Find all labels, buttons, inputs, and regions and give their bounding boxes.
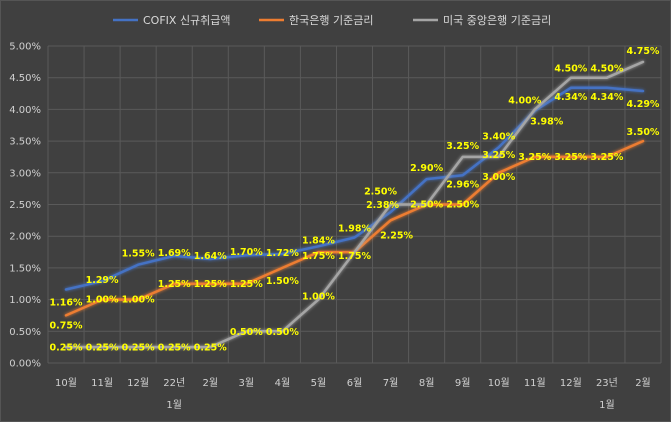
- data-label: 1.50%: [266, 276, 299, 287]
- x-tick-label: 10월: [488, 377, 510, 389]
- data-label: 4.50%: [554, 64, 587, 75]
- y-tick-label: 3.50%: [9, 137, 41, 148]
- y-tick-label: 1.00%: [9, 295, 41, 306]
- x-tick-label: 23년: [596, 377, 618, 389]
- data-label: 1.16%: [50, 297, 83, 308]
- data-label: 0.25%: [86, 343, 119, 354]
- data-label: 3.98%: [530, 117, 563, 128]
- y-tick-label: 4.00%: [9, 105, 41, 116]
- data-label: 1.70%: [230, 247, 263, 258]
- x-tick-label: 4월: [275, 377, 291, 389]
- x-tick-label: 5월: [311, 377, 327, 389]
- data-label: 3.40%: [482, 131, 515, 142]
- data-label: 1.55%: [122, 249, 155, 260]
- data-label: 1.98%: [338, 223, 371, 234]
- data-label: 1.64%: [194, 251, 227, 262]
- data-label: 2.90%: [410, 163, 443, 174]
- data-label: 4.50%: [590, 64, 623, 75]
- y-tick-label: 2.50%: [9, 200, 41, 211]
- x-tick-sublabel: 1월: [166, 399, 182, 411]
- y-tick-label: 0.00%: [9, 359, 41, 370]
- data-label: 4.34%: [590, 92, 623, 103]
- data-label: 1.29%: [86, 275, 119, 286]
- data-label: 3.25%: [554, 152, 587, 163]
- data-label: 3.25%: [482, 150, 515, 161]
- data-label: 3.50%: [626, 127, 659, 138]
- data-label: 4.00%: [508, 95, 541, 106]
- data-label: 2.50%: [364, 187, 397, 198]
- data-label: 1.69%: [158, 248, 191, 259]
- y-tick-label: 3.00%: [9, 168, 41, 179]
- data-labels: 1.16%1.29% 1.55% 1.69% 1.64% 1.70% 1.72%1.84%…: [50, 46, 660, 354]
- legend-label: COFIX 신규취급액: [143, 14, 231, 27]
- data-label: 0.25%: [158, 343, 191, 354]
- data-label: 1.00%: [122, 295, 155, 306]
- legend-label: 미국 중앙은행 기준금리: [443, 14, 551, 27]
- data-label: 3.25%: [590, 152, 623, 163]
- series-line-0: [64, 86, 645, 291]
- data-label: 2.38%: [366, 200, 399, 211]
- data-label: 1.75%: [338, 251, 371, 262]
- data-label: 1.75%: [302, 251, 335, 262]
- data-label: 2.50%: [410, 200, 443, 211]
- x-tick-label: 3월: [239, 377, 255, 389]
- y-tick-label: 2.00%: [9, 232, 41, 243]
- y-tick-label: 0.50%: [9, 327, 41, 338]
- x-tick-sublabel: 1월: [599, 399, 615, 411]
- x-tick-label: 9월: [455, 377, 471, 389]
- x-tick-label: 12월: [560, 377, 582, 389]
- data-label: 2.50%: [446, 200, 479, 211]
- data-label: 0.50%: [230, 327, 263, 338]
- y-tick-label: 5.00%: [9, 42, 41, 53]
- x-tick-label: 12월: [127, 377, 149, 389]
- data-label: 4.75%: [626, 46, 659, 57]
- data-label: 1.25%: [158, 279, 191, 290]
- data-label: 1.72%: [266, 248, 299, 259]
- data-label: 4.29%: [626, 99, 659, 110]
- x-tick-label: 2월: [635, 377, 651, 389]
- data-label: 3.25%: [446, 141, 479, 152]
- data-label: 0.50%: [266, 327, 299, 338]
- x-tick-label: 8월: [419, 377, 435, 389]
- data-label: 4.34%: [554, 92, 587, 103]
- data-label: 1.00%: [86, 295, 119, 306]
- data-label: 0.75%: [50, 320, 83, 331]
- legend: COFIX 신규취급액 한국은행 기준금리 미국 중앙은행 기준금리: [113, 14, 551, 27]
- series-line-2: [64, 60, 645, 349]
- series-lines: [64, 60, 645, 349]
- x-tick-label: 6월: [347, 377, 363, 389]
- x-tick-label: 7월: [383, 377, 399, 389]
- data-label: 1.00%: [302, 292, 335, 303]
- data-label: 1.25%: [194, 279, 227, 290]
- x-tick-label: 11월: [91, 377, 113, 389]
- data-label: 3.00%: [482, 172, 515, 183]
- data-label: 1.84%: [302, 235, 335, 246]
- y-axis: 0.00% 0.50% 1.00% 1.50% 2.00% 2.50% 3.00% 3.50%…: [9, 42, 41, 370]
- y-tick-label: 4.50%: [9, 73, 41, 84]
- x-axis: 10월 11월 12월 22년 2월 3월 4월 5월 6월 7월 8월 9월 10월 11월 12월 23년…: [55, 377, 651, 411]
- legend-label: 한국은행 기준금리: [289, 14, 373, 27]
- data-label: 0.25%: [194, 343, 227, 354]
- data-label: 1.25%: [230, 279, 263, 290]
- data-label: 3.25%: [518, 152, 551, 163]
- data-label: 0.25%: [50, 343, 83, 354]
- data-label: 0.25%: [122, 343, 155, 354]
- data-label: 2.25%: [380, 230, 413, 241]
- x-tick-label: 2월: [202, 377, 218, 389]
- x-tick-label: 10월: [55, 377, 77, 389]
- data-label: 2.96%: [446, 179, 479, 190]
- x-tick-label: 11월: [524, 377, 546, 389]
- x-tick-label: 22년: [163, 377, 185, 389]
- y-tick-label: 1.50%: [9, 263, 41, 274]
